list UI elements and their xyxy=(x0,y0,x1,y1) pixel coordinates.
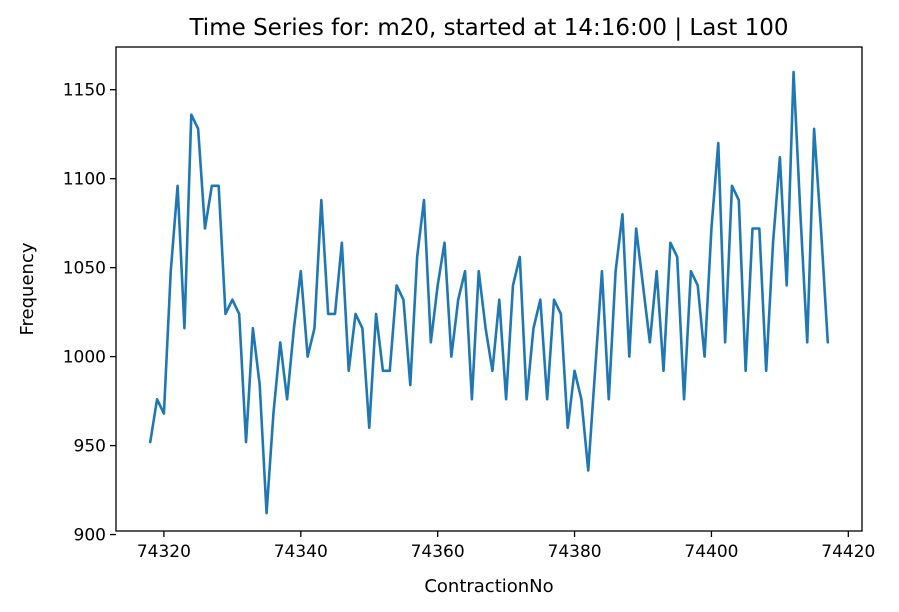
chart-title: Time Series for: m20, started at 14:16:0… xyxy=(188,15,788,41)
y-tick-label: 900 xyxy=(74,526,106,546)
x-tick-label: 74400 xyxy=(684,542,738,562)
y-tick-label: 1150 xyxy=(63,81,106,101)
x-tick-label: 74340 xyxy=(274,542,328,562)
x-tick-label: 74320 xyxy=(137,542,191,562)
y-tick-label: 1000 xyxy=(63,348,106,368)
axis-ticks: 74320 74340 74360 74380 74400 74420 900 950 1000… xyxy=(63,81,876,562)
series-line xyxy=(148,70,830,515)
x-tick-label: 74420 xyxy=(821,542,875,562)
y-tick-label: 950 xyxy=(74,437,106,457)
x-tick-label: 74360 xyxy=(411,542,465,562)
plot-area xyxy=(148,70,830,515)
axes-frame xyxy=(115,46,863,532)
x-axis-label: ContractionNo xyxy=(424,576,553,597)
x-tick-label: 74380 xyxy=(548,542,602,562)
y-tick-label: 1050 xyxy=(63,259,106,279)
y-tick-label: 1100 xyxy=(63,170,106,190)
y-axis-label: Frequency xyxy=(17,242,38,335)
